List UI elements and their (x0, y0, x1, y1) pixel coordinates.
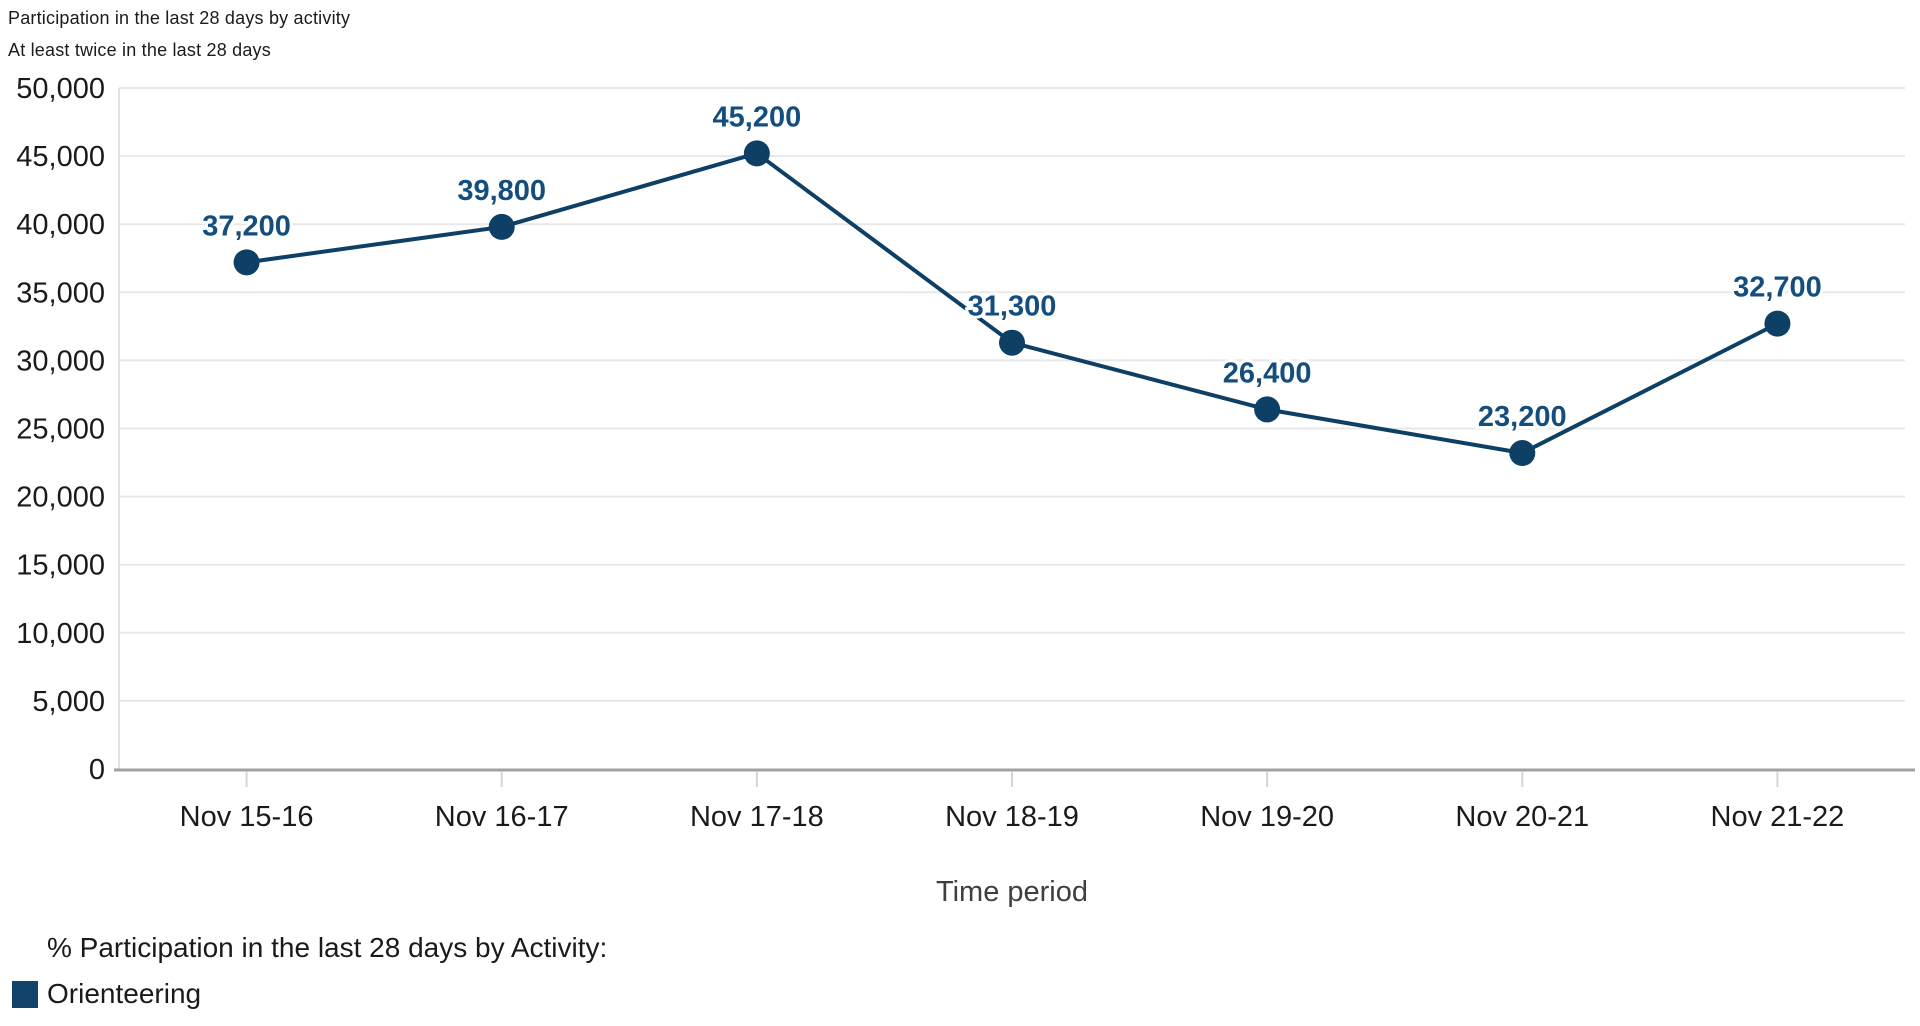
x-axis-tick-label: Nov 15-16 (180, 801, 314, 833)
y-axis-tick-label: 50,000 (16, 73, 105, 105)
x-axis-tick-label: Nov 20-21 (1455, 801, 1589, 833)
data-point-label: 39,800 (457, 175, 546, 207)
data-point-marker[interactable] (1254, 396, 1281, 423)
chart-title: Participation in the last 28 days by act… (8, 8, 351, 28)
legend-swatch-icon (12, 980, 38, 1008)
x-axis-tick-label: Nov 19-20 (1200, 801, 1334, 833)
data-point-label: 26,400 (1223, 357, 1312, 389)
legend: % Participation in the last 28 days by A… (12, 932, 607, 1010)
chart-subtitle: At least twice in the last 28 days (8, 40, 271, 60)
data-point-marker[interactable] (1764, 310, 1791, 337)
legend-title: % Participation in the last 28 days by A… (47, 932, 608, 963)
data-point-marker[interactable] (488, 213, 515, 240)
data-point-label: 32,700 (1733, 272, 1822, 304)
x-axis-title: Time period (935, 876, 1089, 908)
x-axis-tick-label: Nov 16-17 (435, 801, 569, 833)
y-axis-tick-label: 15,000 (16, 550, 105, 582)
legend-items: Orienteering (12, 978, 607, 1010)
y-axis-tick-label: 35,000 (16, 277, 105, 309)
data-point-marker[interactable] (1509, 440, 1536, 467)
y-axis-tick-label: 20,000 (16, 482, 105, 514)
data-point-marker[interactable] (999, 329, 1025, 356)
x-axis-tick-label: Nov 17-18 (690, 801, 824, 833)
y-axis-tick-label: 40,000 (16, 209, 105, 241)
data-point-marker[interactable] (743, 140, 770, 167)
data-point-label: 45,200 (713, 101, 802, 133)
x-axis-tick-label: Nov 21-22 (1711, 801, 1845, 833)
y-axis-tick-label: 30,000 (16, 345, 105, 377)
legend-item[interactable]: Orienteering (12, 978, 607, 1010)
x-axis-tick-label: Nov 18-19 (945, 801, 1079, 833)
y-axis-tick-label: 25,000 (16, 414, 105, 446)
y-axis-tick-label: 10,000 (16, 618, 105, 650)
data-point-marker[interactable] (233, 249, 260, 276)
data-point-label: 31,300 (968, 291, 1057, 323)
y-axis-tick-label: 45,000 (16, 141, 105, 173)
data-point-label: 23,200 (1478, 401, 1567, 433)
line-chart-plot: 0 5,000 10,000 15,000 20,000 25,000 30,000 35,0… (16, 73, 1915, 833)
legend-item-label: Orienteering (47, 978, 202, 1009)
data-point-label: 37,200 (202, 210, 291, 242)
y-axis-tick-label: 0 (89, 754, 105, 786)
y-axis-tick-label: 5,000 (32, 686, 105, 718)
